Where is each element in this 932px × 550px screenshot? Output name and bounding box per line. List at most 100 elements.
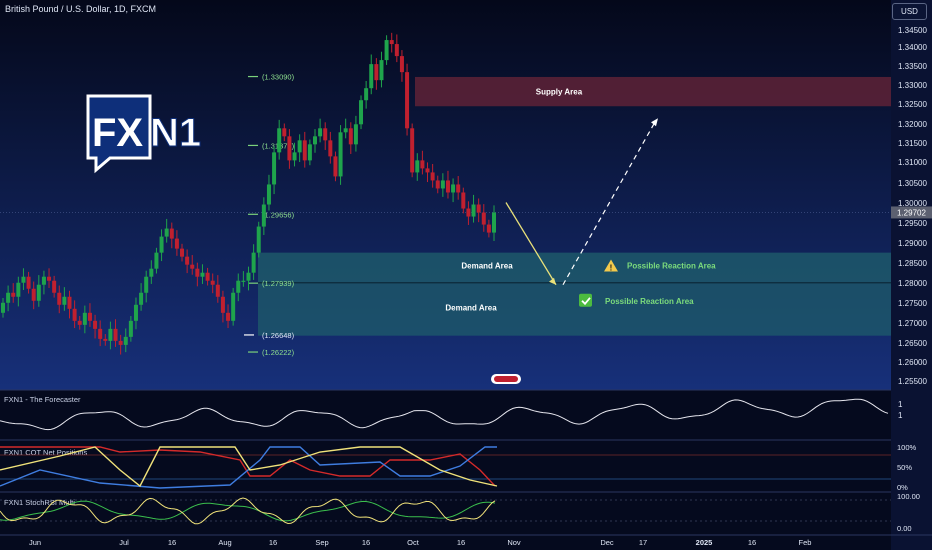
time-tick-label: Oct — [407, 538, 420, 547]
candle-body — [420, 160, 425, 169]
price-tick-label: 1.30000 — [898, 199, 927, 208]
demand-zone — [258, 282, 891, 336]
candle-body — [169, 228, 174, 239]
time-tick-label: 2025 — [696, 538, 713, 547]
candle-body — [440, 180, 445, 189]
candle-body — [261, 204, 266, 227]
reaction-area-label: Possible Reaction Area — [605, 297, 694, 306]
time-tick-label: Nov — [507, 538, 521, 547]
candle-body — [481, 212, 486, 225]
fib-level-label: (1.26222) — [262, 348, 295, 357]
fib-level-label: (1.26648) — [262, 331, 295, 340]
arrowhead-icon — [549, 277, 556, 285]
warning-icon — [604, 259, 618, 272]
time-tick-label: 16 — [362, 538, 370, 547]
candle-body — [369, 64, 374, 89]
price-tick-label: 1.31000 — [898, 158, 927, 167]
time-tick-label: 16 — [457, 538, 465, 547]
candle-body — [195, 268, 200, 277]
price-tick-label: 1.29000 — [898, 239, 927, 248]
candle-body — [236, 280, 241, 293]
candle-body — [287, 136, 292, 161]
candle-body — [174, 238, 179, 249]
candle-body — [451, 184, 456, 193]
candle-body — [486, 224, 491, 233]
arrowhead-icon — [651, 118, 658, 127]
candle-body — [425, 168, 430, 173]
time-tick-label: Aug — [218, 538, 231, 547]
stochrsi-label: FXN1 StochRSI Multi — [4, 498, 75, 507]
price-tick-label: 1.27000 — [898, 319, 927, 328]
candle-body — [67, 296, 72, 309]
candle-body — [31, 288, 36, 301]
candle-body — [47, 276, 52, 281]
candle-body — [231, 292, 236, 321]
candle-body — [307, 144, 312, 161]
candle-body — [6, 292, 11, 303]
price-tick-label: 1.26500 — [898, 339, 927, 348]
candle-body — [82, 312, 87, 325]
stochrsi-tick: 100.00 — [897, 492, 920, 501]
candle-body — [36, 284, 41, 301]
time-tick-label: Jun — [29, 538, 41, 547]
time-tick-label: 16 — [748, 538, 756, 547]
candle-body — [123, 336, 128, 345]
supply-area-label: Supply Area — [536, 87, 583, 96]
candle-body — [359, 100, 364, 125]
candle-body — [364, 88, 369, 101]
candle-body — [333, 156, 338, 177]
symbol-title[interactable]: British Pound / U.S. Dollar, 1D, FXCM — [5, 4, 157, 14]
cot-yellow-line — [0, 446, 498, 488]
candle-body — [62, 296, 67, 305]
candle-body — [113, 328, 118, 341]
currency-button[interactable]: USD — [892, 3, 927, 20]
candle-body — [348, 128, 353, 145]
candle-body — [52, 280, 57, 293]
candle-body — [93, 320, 98, 329]
forecaster-tick: 1 — [898, 400, 903, 409]
candle-body — [389, 40, 394, 45]
candle-body — [282, 128, 287, 137]
cot-tick: 0% — [897, 483, 908, 492]
candle-body — [108, 328, 113, 341]
candle-body — [312, 136, 317, 145]
current-price-label: 1.29702 — [897, 208, 926, 217]
candle-body — [220, 296, 225, 313]
forecaster-tick: 1 — [898, 411, 903, 420]
candle-body — [103, 338, 108, 341]
candle-body — [118, 340, 123, 345]
candle-body — [133, 304, 138, 321]
projection-arrow-down — [505, 202, 557, 286]
price-tick-label: 1.28500 — [898, 259, 927, 268]
candle-body — [410, 128, 415, 173]
candle-body — [266, 184, 271, 205]
candle-body — [41, 276, 46, 285]
candle-body — [210, 280, 215, 285]
price-tick-label: 1.25500 — [898, 377, 927, 386]
candle-body — [226, 312, 231, 321]
demand-zone — [258, 252, 891, 283]
candle-body — [164, 228, 169, 237]
candle-body — [399, 56, 404, 73]
candle-body — [461, 192, 466, 209]
time-tick-label: 16 — [269, 538, 277, 547]
price-axis-background — [891, 0, 932, 550]
price-tick-label: 1.29500 — [898, 219, 927, 228]
candle-body — [292, 152, 297, 161]
cot-tick: 50% — [897, 463, 912, 472]
candle-body — [144, 276, 149, 293]
price-tick-label: 1.28000 — [898, 279, 927, 288]
cot-tick: 100% — [897, 443, 917, 452]
candle-body — [215, 284, 220, 297]
candle-body — [26, 276, 31, 289]
candle-body — [87, 312, 92, 321]
candle-body — [343, 128, 348, 133]
checkmark-icon-tick — [581, 297, 591, 306]
time-tick-label: 17 — [639, 538, 647, 547]
price-tick-label: 1.27500 — [898, 299, 927, 308]
price-tick-label: 1.33500 — [898, 62, 927, 71]
candle-body — [185, 256, 190, 265]
price-tick-label: 1.30500 — [898, 179, 927, 188]
